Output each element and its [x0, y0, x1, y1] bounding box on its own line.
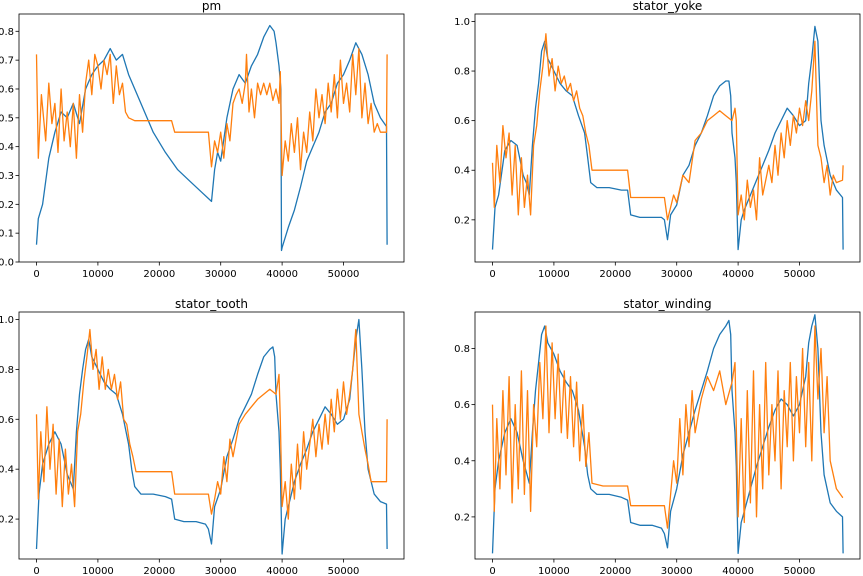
x-tick-label: 50000: [784, 566, 816, 576]
x-tick-label: 40000: [722, 566, 754, 576]
subplot-1: pm 0 10000 20000 30000 40000 50000 0.0 0.1 0.2 0.3…: [0, 0, 405, 280]
y-tick-label: 0.2: [454, 215, 470, 226]
x-tick-label: 20000: [599, 566, 631, 576]
axes-frame: [18, 311, 405, 560]
axes-frame: [474, 13, 861, 263]
x-tick-label: 0: [489, 269, 495, 280]
subplot-title: stator_tooth: [175, 297, 248, 311]
x-tick-label: 20000: [143, 269, 175, 280]
y-tick-label: 0.5: [0, 113, 14, 124]
y-tick-label: 0.6: [454, 400, 470, 411]
y-tick-label: 0.2: [0, 200, 14, 211]
x-tick-label: 10000: [538, 269, 570, 280]
subplot-title: pm: [202, 0, 221, 13]
y-tick-label: 0.8: [0, 365, 14, 376]
y-tick-label: 0.4: [454, 166, 470, 177]
y-tick-label: 0.4: [0, 465, 14, 476]
y-tick-label: 0.7: [0, 56, 14, 67]
subplot-2: stator_yoke 0 10000 20000 30000 40000 50000 0.2…: [454, 0, 861, 280]
subplot-title: stator_yoke: [633, 0, 703, 13]
series-line-2: [35, 47, 388, 177]
x-tick-label: 0: [33, 269, 39, 280]
y-tick-label: 0.6: [0, 415, 14, 426]
series-line-1: [35, 318, 388, 555]
y-tick-label: 0.4: [0, 142, 14, 153]
y-tick-label: 0.8: [454, 344, 470, 355]
series-line-2: [491, 33, 844, 221]
x-tick-label: 10000: [538, 566, 570, 576]
x-tick-label: 20000: [143, 566, 175, 576]
subplot-title: stator_winding: [623, 297, 711, 311]
subplot-4: stator_winding 0 10000 20000 30000 40000 50000…: [454, 297, 861, 576]
axes-frame: [18, 13, 405, 263]
y-tick-label: 0.0: [0, 258, 14, 269]
series-line-1: [35, 24, 388, 252]
x-tick-label: 40000: [266, 269, 298, 280]
x-tick-label: 10000: [82, 269, 114, 280]
y-tick-label: 0.3: [0, 171, 14, 182]
series-line-2: [35, 328, 388, 520]
y-tick-label: 0.8: [0, 27, 14, 38]
x-tick-label: 40000: [722, 269, 754, 280]
x-tick-label: 10000: [82, 566, 114, 576]
subplot-3: stator_tooth 0 10000 20000 30000 40000 50000 0.…: [0, 297, 405, 576]
x-tick-label: 0: [33, 566, 39, 576]
y-tick-label: 1.0: [454, 17, 470, 28]
axes-frame: [474, 311, 861, 560]
x-tick-label: 50000: [784, 269, 816, 280]
x-tick-label: 0: [489, 566, 495, 576]
y-tick-label: 0.8: [454, 67, 470, 78]
x-tick-label: 50000: [328, 566, 360, 576]
series-line-2: [491, 325, 844, 529]
x-tick-label: 30000: [205, 269, 237, 280]
x-tick-label: 40000: [266, 566, 298, 576]
y-tick-label: 0.6: [0, 84, 14, 95]
y-tick-label: 0.1: [0, 229, 14, 240]
x-tick-label: 30000: [205, 566, 237, 576]
y-tick-label: 1.0: [0, 315, 14, 326]
x-tick-label: 20000: [599, 269, 631, 280]
x-tick-label: 50000: [328, 269, 360, 280]
y-tick-label: 0.2: [454, 512, 470, 523]
x-tick-label: 30000: [661, 269, 693, 280]
x-tick-label: 30000: [661, 566, 693, 576]
y-tick-label: 0.2: [0, 515, 14, 526]
y-tick-label: 0.6: [454, 116, 470, 127]
y-tick-label: 0.4: [454, 456, 470, 467]
